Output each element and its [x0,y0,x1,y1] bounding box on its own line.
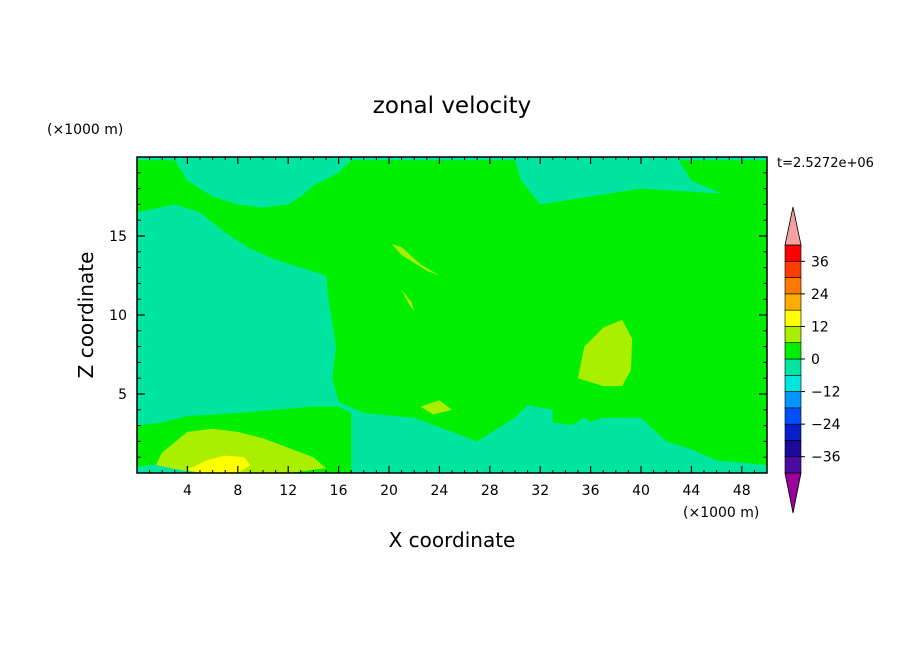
time-label: t=2.5272e+06 [777,156,874,171]
colorbar-swatch [784,260,802,278]
x-tick-label: 36 [582,483,600,499]
colorbar-swatch [784,407,802,425]
x-tick-label: 44 [682,483,700,499]
contour-region [391,243,440,276]
contour-region [247,392,279,404]
x-tick-label: 8 [233,483,242,499]
x-tick-label: 28 [481,483,499,499]
colorbar-swatch [784,309,802,327]
colorbar-swatch [784,244,802,262]
plot-area [136,156,768,474]
contour-region [578,319,633,387]
y-tick-label: 5 [118,387,127,403]
colorbar-swatch [784,342,802,360]
contour-region [401,289,415,312]
y-tick-label: 15 [109,229,127,245]
y-unit-label: (×1000 m) [47,122,123,138]
colorbar-tick-label: 0 [811,352,820,368]
colorbar-swatch [784,293,802,311]
colorbar-tick-label: 36 [811,254,829,270]
contour-regions [137,160,767,473]
colorbar-tick-label: −12 [811,385,841,401]
x-axis-label: X coordinate [389,528,516,552]
colorbar-swatch [784,326,802,344]
contour-region [155,428,326,473]
colorbar-swatch [784,277,802,295]
x-axis: 4 8 12 16 20 24 28 32 36 40 44 48 [149,157,755,499]
colorbar-over-triangle [784,206,802,246]
colorbar-swatch [784,391,802,409]
colorbar-under-triangle [784,472,802,514]
x-tick-label: 40 [632,483,650,499]
colorbar-swatch [784,440,802,458]
colorbar-swatch [784,423,802,441]
x-tick-label: 24 [430,483,448,499]
chart-title: zonal velocity [373,93,531,119]
y-axis: 5 10 15 [109,172,767,458]
contour-region [571,417,660,470]
contour-region [414,458,541,473]
colorbar-swatch [784,456,802,474]
y-tick-label: 10 [109,308,127,324]
x-tick-label: 48 [733,483,751,499]
colorbar-tick-label: −24 [811,417,841,433]
colorbar-tick-label: 24 [811,287,829,303]
contour-region [187,455,251,473]
y-axis-label: Z coordinate [74,252,98,379]
colorbar-swatch [784,358,802,376]
contour-region [678,160,767,205]
x-tick-label: 12 [279,483,297,499]
x-tick-label: 16 [330,483,348,499]
contour-region [169,262,320,371]
x-tick-label: 32 [531,483,549,499]
x-tick-label: 4 [183,483,192,499]
contour-region [420,400,452,415]
x-unit-label: (×1000 m) [683,505,759,521]
contour-region [137,160,767,466]
colorbar-tick-label: 12 [811,319,829,335]
colorbar: 36 24 12 0 −12 −24 −36 [784,206,841,514]
colorbar-swatch [784,374,802,392]
colorbar-tick-label: −36 [811,450,841,466]
x-tick-label: 20 [380,483,398,499]
